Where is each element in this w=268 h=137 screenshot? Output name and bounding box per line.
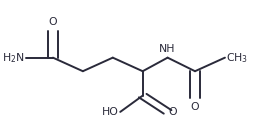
Text: O: O [49, 17, 57, 27]
Text: NH: NH [159, 44, 176, 54]
Text: H$_2$N: H$_2$N [2, 51, 24, 65]
Text: CH$_3$: CH$_3$ [226, 51, 248, 65]
Text: HO: HO [102, 107, 119, 117]
Text: O: O [191, 102, 199, 112]
Text: O: O [169, 107, 177, 117]
